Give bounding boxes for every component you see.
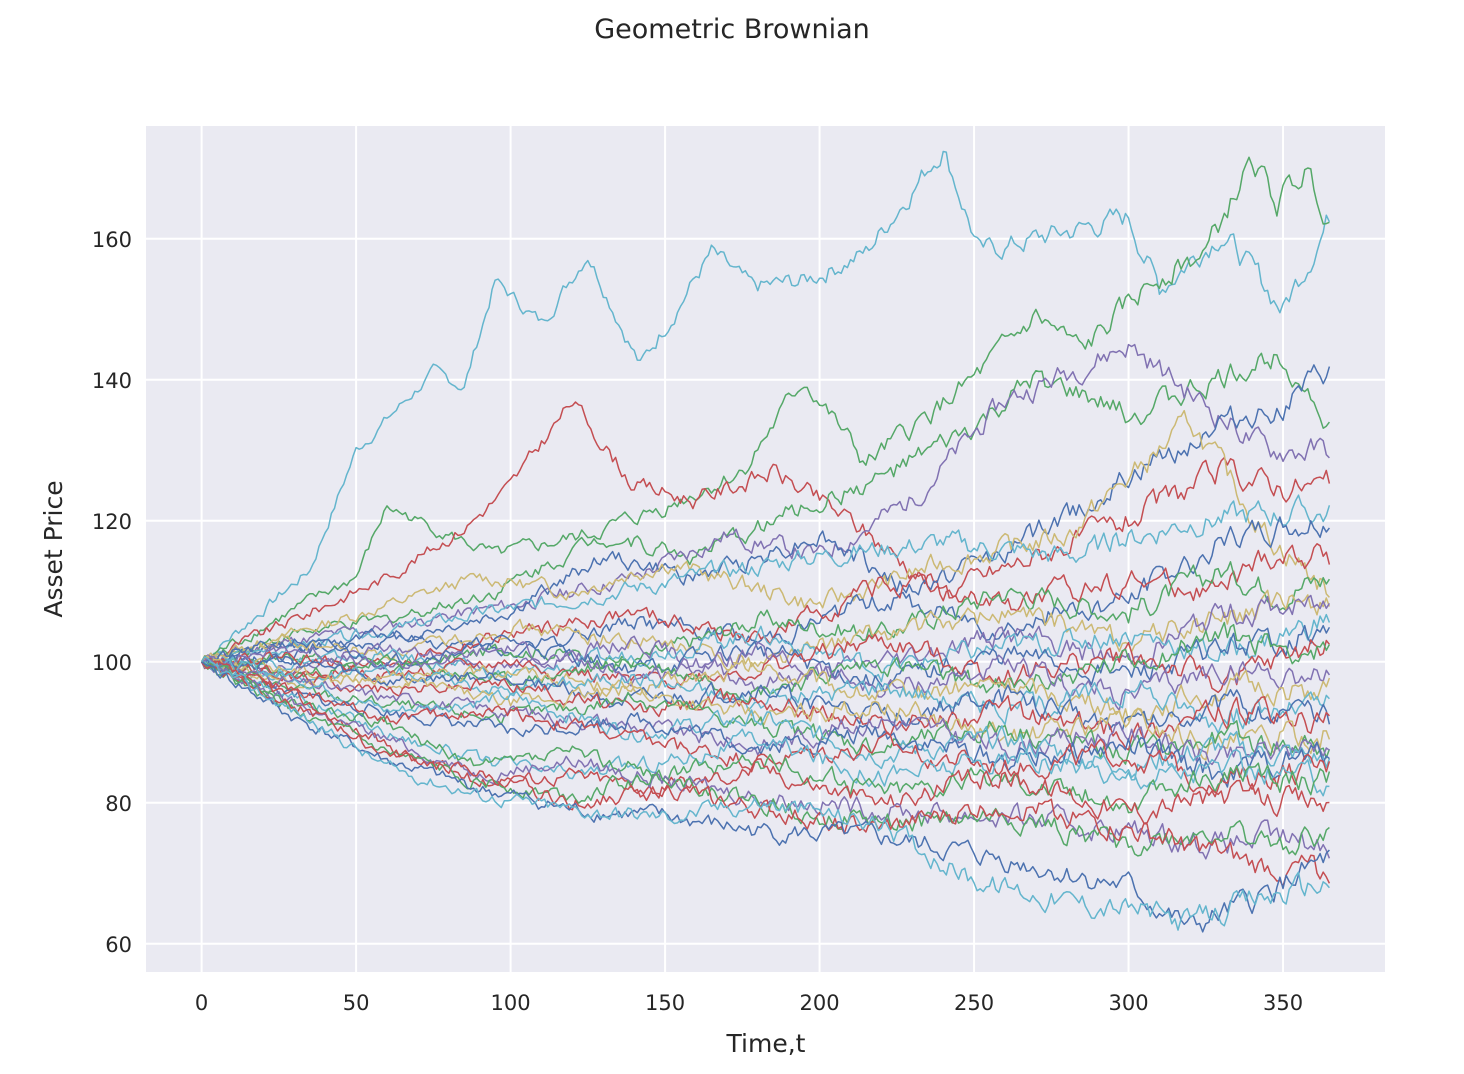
series-line xyxy=(201,661,1330,734)
series-line xyxy=(200,656,1330,931)
y-tick-label: 120 xyxy=(92,510,132,534)
series-group xyxy=(200,150,1331,933)
x-tick-label: 100 xyxy=(491,991,531,1015)
series-line xyxy=(200,589,1331,671)
series-line xyxy=(201,661,1331,765)
chart-title: Geometric Brownian xyxy=(594,14,869,45)
series-line xyxy=(201,655,1331,761)
series-line xyxy=(201,613,1331,683)
series-line xyxy=(201,343,1330,666)
x-tick-label: 50 xyxy=(343,991,370,1015)
y-axis-ticks: 60 80 100 120 140 160 xyxy=(92,228,132,957)
x-tick-label: 150 xyxy=(645,991,685,1015)
series-line xyxy=(201,660,1330,797)
series-line xyxy=(201,641,1331,711)
series-line xyxy=(201,661,1331,798)
series-line xyxy=(200,654,1331,732)
series-line xyxy=(201,659,1330,766)
x-tick-label: 300 xyxy=(1109,991,1149,1015)
x-tick-label: 250 xyxy=(954,991,994,1015)
y-axis-label: Asset Price xyxy=(39,480,68,617)
series-line xyxy=(201,661,1330,857)
series-line xyxy=(201,661,1330,933)
x-tick-label: 350 xyxy=(1263,991,1303,1015)
x-tick-label: 0 xyxy=(195,991,208,1015)
series-line xyxy=(200,656,1330,825)
series-line xyxy=(201,150,1331,664)
series-line xyxy=(201,658,1330,751)
series-line xyxy=(201,401,1331,663)
series-line xyxy=(200,621,1331,704)
series-line xyxy=(201,494,1331,664)
series-line xyxy=(200,156,1330,663)
x-axis-ticks: 0 50 100 150 200 250 300 350 xyxy=(195,991,1303,1015)
series-line xyxy=(201,658,1330,788)
series-line xyxy=(201,516,1330,669)
series-line xyxy=(200,409,1330,663)
series-line xyxy=(200,661,1331,888)
y-tick-label: 160 xyxy=(92,228,132,252)
x-tick-label: 200 xyxy=(800,991,840,1015)
series-line xyxy=(201,661,1331,814)
y-tick-label: 100 xyxy=(92,651,132,675)
y-tick-label: 80 xyxy=(105,792,132,816)
y-tick-label: 140 xyxy=(92,369,132,393)
y-tick-label: 60 xyxy=(105,933,132,957)
x-axis-label: Time,t xyxy=(726,1029,806,1058)
plot-area xyxy=(146,126,1385,972)
